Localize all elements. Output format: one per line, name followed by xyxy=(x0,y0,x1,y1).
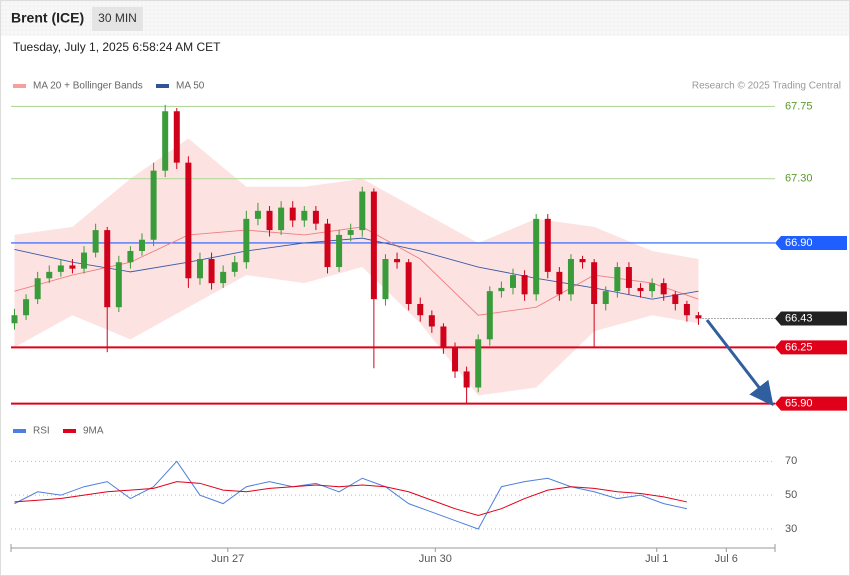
candle-body xyxy=(567,259,574,295)
level-label: 66.43 xyxy=(785,312,813,324)
timeframe: 30 MIN xyxy=(98,11,137,25)
candle-body xyxy=(660,283,667,295)
candle-body xyxy=(509,275,516,288)
candle-body xyxy=(359,191,366,231)
level-label: 67.75 xyxy=(785,100,813,112)
candle-body xyxy=(23,299,30,316)
candle-body xyxy=(672,294,679,304)
legend-label: MA 20 + Bollinger Bands xyxy=(33,81,143,92)
candle-body xyxy=(544,218,551,272)
candle-body xyxy=(312,210,319,224)
level-tag xyxy=(775,311,847,326)
candle-body xyxy=(46,271,53,279)
legend-swatch xyxy=(63,429,76,433)
candle-body xyxy=(370,191,377,300)
candle-body xyxy=(243,218,250,263)
candle-body xyxy=(266,210,273,231)
candle-body xyxy=(139,239,146,251)
candle-body xyxy=(162,111,169,171)
candle-body xyxy=(683,303,690,316)
candle-body xyxy=(92,230,99,253)
candle-body xyxy=(498,287,505,292)
candle-body xyxy=(556,271,563,295)
candle-body xyxy=(185,162,192,279)
level-label: 66.90 xyxy=(785,237,813,249)
y-tick-label: 30 xyxy=(785,523,797,535)
candle-body xyxy=(220,271,227,284)
candle-body xyxy=(637,287,644,292)
level-tag xyxy=(775,340,847,355)
candle-body xyxy=(695,315,702,319)
candle-body xyxy=(173,111,180,163)
legend-label: 9MA xyxy=(83,426,104,437)
candle-body xyxy=(428,315,435,327)
title: Brent (ICE) xyxy=(11,10,84,26)
candle-body xyxy=(486,291,493,340)
candle-body xyxy=(579,259,586,263)
candle-body xyxy=(405,262,412,304)
candle-body xyxy=(347,230,354,235)
rsi-line xyxy=(14,460,687,530)
legend-label: RSI xyxy=(33,426,50,437)
candle-body xyxy=(11,315,18,324)
candle-body xyxy=(602,291,609,304)
candle-body xyxy=(463,371,470,388)
candle-body xyxy=(231,262,238,272)
y-tick-label: 70 xyxy=(785,455,797,467)
rsi-line xyxy=(14,481,687,516)
candle-body xyxy=(150,170,157,240)
candle-body xyxy=(196,259,203,279)
x-tick-label: Jun 27 xyxy=(211,553,244,565)
projection-arrow xyxy=(705,319,774,407)
x-tick-label: Jul 1 xyxy=(645,553,668,565)
candle-body xyxy=(417,303,424,316)
subtitle: Tuesday, July 1, 2025 6:58:24 AM CET xyxy=(13,40,221,54)
candle-body xyxy=(301,210,308,221)
candle-body xyxy=(127,250,134,263)
candle-body xyxy=(324,223,331,268)
legend-swatch xyxy=(156,84,169,88)
candle-body xyxy=(394,259,401,263)
legend-swatch xyxy=(13,429,26,433)
candle-body xyxy=(34,278,41,300)
candle-body xyxy=(104,230,111,308)
candle-body xyxy=(208,259,215,284)
candle-body xyxy=(115,262,122,308)
level-tag xyxy=(775,396,847,411)
candle-body xyxy=(81,252,88,269)
candle-body xyxy=(475,339,482,388)
candle-body xyxy=(625,267,632,288)
candle-body xyxy=(440,326,447,348)
timeframe-box xyxy=(92,7,143,31)
candle-body xyxy=(521,275,528,295)
legend-label: MA 50 xyxy=(176,81,205,92)
x-tick-label: Jun 30 xyxy=(419,553,452,565)
level-label: 66.25 xyxy=(785,341,813,353)
candle-body xyxy=(614,267,621,292)
candle-body xyxy=(591,262,598,304)
level-label: 65.90 xyxy=(785,397,813,409)
candle-body xyxy=(336,234,343,268)
candle-body xyxy=(649,283,656,292)
candle-body xyxy=(533,218,540,295)
credit: Research © 2025 Trading Central xyxy=(692,81,841,92)
candle-body xyxy=(57,265,64,272)
candle-body xyxy=(382,259,389,300)
level-tag xyxy=(775,235,847,250)
candle-body xyxy=(278,207,285,231)
legend-swatch xyxy=(13,84,26,88)
candle-body xyxy=(254,210,261,219)
level-label: 67.30 xyxy=(785,173,813,185)
candle-body xyxy=(289,207,296,221)
candle-body xyxy=(69,265,76,269)
x-tick-label: Jul 6 xyxy=(715,553,738,565)
candle-body xyxy=(452,347,459,372)
y-tick-label: 50 xyxy=(785,489,797,501)
